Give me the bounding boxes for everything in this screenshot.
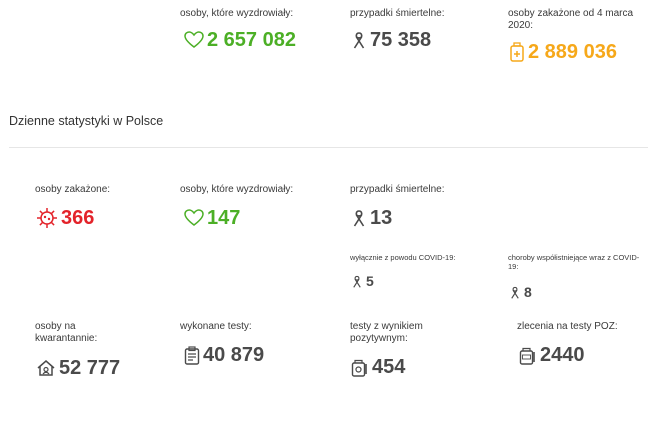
positive-tests-value: 454 (372, 356, 406, 378)
total-infected-since-value-row: 2 889 036 (509, 40, 617, 64)
daily-section-title: Dzienne statystyki w Polsce (9, 114, 164, 128)
deaths-comorbid-label: choroby współistniejące wraz z COVID-19: (508, 253, 640, 271)
quarantine-value-row: 52 777 (36, 356, 120, 380)
deaths-covid-only-label: wyłącznie z powodu COVID-19: (350, 253, 456, 262)
test-tube-icon (509, 42, 525, 62)
positive-tests-value-row: 454 (351, 355, 405, 379)
ribbon-icon (351, 31, 367, 49)
total-recovered-value-row: 2 657 082 (184, 28, 296, 52)
tests-label: wykonane testy: (180, 321, 252, 332)
total-deaths-value-row: 75 358 (351, 28, 431, 52)
total-deaths-value: 75 358 (370, 29, 432, 51)
house-icon (36, 359, 56, 377)
total-deaths-label: przypadki śmiertelne: (350, 8, 445, 19)
daily-deaths-label: przypadki śmiertelne: (350, 184, 445, 195)
heart-icon (184, 31, 204, 49)
clipboard-icon (184, 345, 200, 365)
deaths-covid-only-value: 5 (366, 273, 374, 289)
poz-orders-value-row: 2440 (519, 343, 585, 367)
total-infected-since-value: 2 889 036 (528, 41, 617, 63)
quarantine-value: 52 777 (59, 357, 121, 379)
daily-infected-label: osoby zakażone: (35, 184, 111, 195)
section-divider (9, 147, 648, 148)
ribbon-icon (351, 209, 367, 227)
poz-orders-label: zlecenia na testy POZ: (517, 321, 618, 332)
positive-tests-label: testy z wynikiem pozytywnym: (350, 321, 423, 344)
deaths-covid-only-value-row: 5 (351, 272, 374, 290)
daily-deaths-value-row: 13 (351, 206, 392, 230)
tests-value: 40 879 (203, 344, 265, 366)
test-kit-icon (351, 358, 369, 377)
deaths-comorbid-value: 8 (524, 284, 532, 300)
virus-icon (36, 207, 58, 229)
total-recovered-value: 2 657 082 (207, 29, 296, 51)
daily-infected-value: 366 (61, 207, 95, 229)
deaths-comorbid-value-row: 8 (509, 283, 532, 301)
tests-value-row: 40 879 (184, 343, 264, 367)
daily-recovered-value-row: 147 (184, 206, 240, 230)
heart-icon (184, 209, 204, 227)
daily-recovered-label: osoby, które wyzdrowiały: (180, 184, 294, 195)
total-infected-since-label: osoby zakażone od 4 marca 2020: (508, 8, 634, 31)
quarantine-label: osoby na kwarantannie: (35, 321, 98, 344)
daily-deaths-value: 13 (370, 207, 393, 229)
ribbon-icon (351, 275, 363, 288)
daily-infected-value-row: 366 (36, 206, 94, 230)
ribbon-icon (509, 286, 521, 299)
poz-kit-icon (519, 346, 537, 365)
total-recovered-label: osoby, które wyzdrowiały: (180, 8, 294, 19)
daily-recovered-value: 147 (207, 207, 241, 229)
poz-orders-value: 2440 (540, 344, 585, 366)
